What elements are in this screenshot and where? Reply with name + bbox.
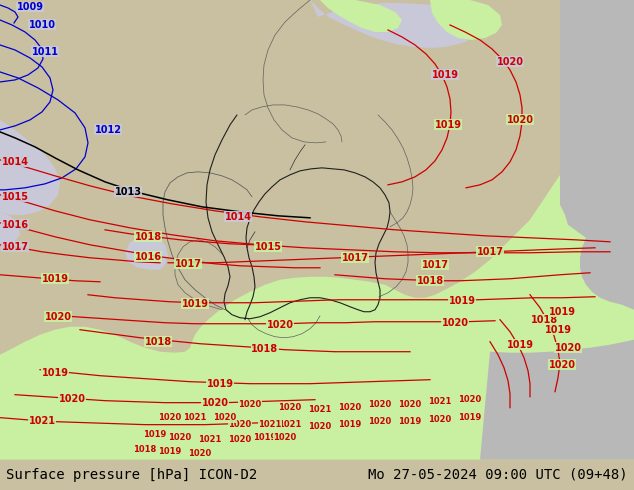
Text: 1009: 1009: [16, 2, 44, 12]
Text: 1018: 1018: [133, 445, 157, 454]
Text: 1020: 1020: [548, 360, 576, 369]
Text: 1019: 1019: [434, 120, 462, 130]
Polygon shape: [330, 0, 348, 5]
Text: 1019: 1019: [432, 70, 458, 80]
Text: 1020: 1020: [398, 400, 422, 409]
Text: 1021: 1021: [308, 405, 332, 414]
Text: 1020: 1020: [458, 395, 482, 404]
Text: 1018: 1018: [531, 315, 559, 325]
Text: 1017: 1017: [422, 260, 448, 270]
Polygon shape: [310, 0, 480, 48]
Text: 1019: 1019: [398, 417, 422, 426]
Text: 1017: 1017: [342, 253, 368, 263]
Text: 1020: 1020: [58, 393, 86, 404]
Text: 1018: 1018: [252, 343, 278, 354]
Text: 1019: 1019: [507, 340, 533, 350]
Text: 1019: 1019: [548, 307, 576, 317]
Polygon shape: [590, 0, 634, 460]
Polygon shape: [480, 340, 634, 460]
Text: 1020: 1020: [555, 343, 581, 353]
Text: 1013: 1013: [115, 187, 141, 197]
Text: 1019: 1019: [458, 413, 482, 422]
Text: Mo 27-05-2024 09:00 UTC (09+48): Mo 27-05-2024 09:00 UTC (09+48): [368, 468, 628, 482]
Polygon shape: [430, 0, 502, 40]
Text: 1020: 1020: [188, 449, 212, 458]
Text: 1020: 1020: [214, 413, 236, 422]
Text: 1021: 1021: [278, 420, 302, 429]
Text: 1018: 1018: [134, 232, 162, 242]
Text: 1020: 1020: [368, 400, 392, 409]
Text: 1011: 1011: [32, 47, 58, 57]
Text: 1020: 1020: [339, 403, 361, 412]
Polygon shape: [0, 110, 634, 460]
Text: 1020: 1020: [496, 57, 524, 67]
Polygon shape: [560, 0, 634, 310]
Text: 1020: 1020: [158, 413, 181, 422]
Text: 1015: 1015: [1, 192, 29, 202]
Text: 1019: 1019: [448, 296, 476, 306]
Text: 1019: 1019: [143, 430, 167, 439]
Text: 1020: 1020: [507, 115, 533, 125]
Text: 1019: 1019: [181, 299, 209, 309]
Polygon shape: [0, 0, 60, 215]
Text: 1019: 1019: [545, 325, 571, 335]
Text: 1017: 1017: [477, 247, 503, 257]
Text: 1021: 1021: [29, 416, 56, 426]
Text: 1017: 1017: [174, 259, 202, 269]
Text: 1016: 1016: [1, 220, 29, 230]
Polygon shape: [0, 120, 30, 170]
Text: 1014: 1014: [1, 157, 29, 167]
Text: 1020: 1020: [429, 415, 451, 424]
Text: 1020: 1020: [308, 422, 332, 431]
Text: 1020: 1020: [441, 318, 469, 328]
Text: 1020: 1020: [228, 435, 252, 444]
Text: 1019: 1019: [41, 368, 68, 378]
Polygon shape: [0, 212, 20, 245]
Text: 1021: 1021: [258, 420, 281, 429]
Text: 1019: 1019: [41, 274, 68, 284]
Text: 1020: 1020: [44, 312, 72, 322]
Text: 1020: 1020: [202, 398, 228, 408]
Text: 1019: 1019: [207, 379, 233, 389]
Text: 1021: 1021: [198, 435, 222, 444]
Text: 1017: 1017: [1, 242, 29, 252]
Text: 1018: 1018: [417, 276, 444, 286]
Text: 1019: 1019: [254, 433, 276, 442]
Text: 1021: 1021: [183, 413, 207, 422]
Text: 1019: 1019: [158, 447, 181, 456]
Text: 1020: 1020: [238, 400, 262, 409]
Text: 1012: 1012: [94, 125, 122, 135]
Text: 1020: 1020: [228, 420, 252, 429]
Text: 1018: 1018: [145, 337, 172, 347]
Text: 1019: 1019: [339, 420, 361, 429]
Polygon shape: [125, 235, 168, 270]
Text: 1020: 1020: [368, 417, 392, 426]
Text: 1020: 1020: [273, 433, 297, 442]
Text: Surface pressure [hPa] ICON-D2: Surface pressure [hPa] ICON-D2: [6, 468, 257, 482]
Polygon shape: [560, 260, 634, 460]
Text: 1020: 1020: [278, 403, 302, 412]
Polygon shape: [600, 0, 634, 460]
Text: 1014: 1014: [224, 212, 252, 222]
Text: 1020: 1020: [169, 433, 191, 442]
Polygon shape: [320, 0, 402, 32]
Text: 1020: 1020: [266, 320, 294, 330]
Text: 1021: 1021: [429, 397, 451, 406]
Text: 1016: 1016: [134, 252, 162, 262]
Text: 1010: 1010: [29, 20, 56, 30]
Text: 1015: 1015: [254, 242, 281, 252]
